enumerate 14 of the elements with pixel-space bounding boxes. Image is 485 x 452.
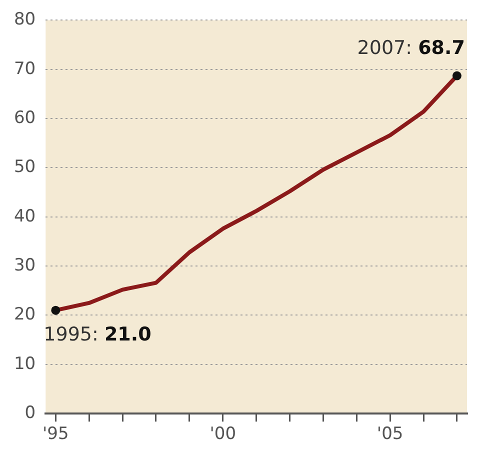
x-tick-label: '05 [376,424,404,444]
x-tick-label: '00 [210,424,236,444]
y-tick-label: 70 [14,58,36,79]
y-tick-label: 40 [14,206,36,226]
x-tick-label: '95 [42,424,69,444]
y-tick-label: 20 [14,304,36,325]
y-tick-label: 60 [14,108,36,128]
y-tick-label: 50 [14,157,36,178]
annotation: 1995: 21.0 [44,323,152,346]
y-tick-label: 30 [14,255,36,276]
y-tick-label: 10 [14,354,36,374]
annotation: 2007: 68.7 [357,36,465,59]
y-tick-label: 0 [24,403,36,424]
y-tick-label: 80 [14,10,36,30]
